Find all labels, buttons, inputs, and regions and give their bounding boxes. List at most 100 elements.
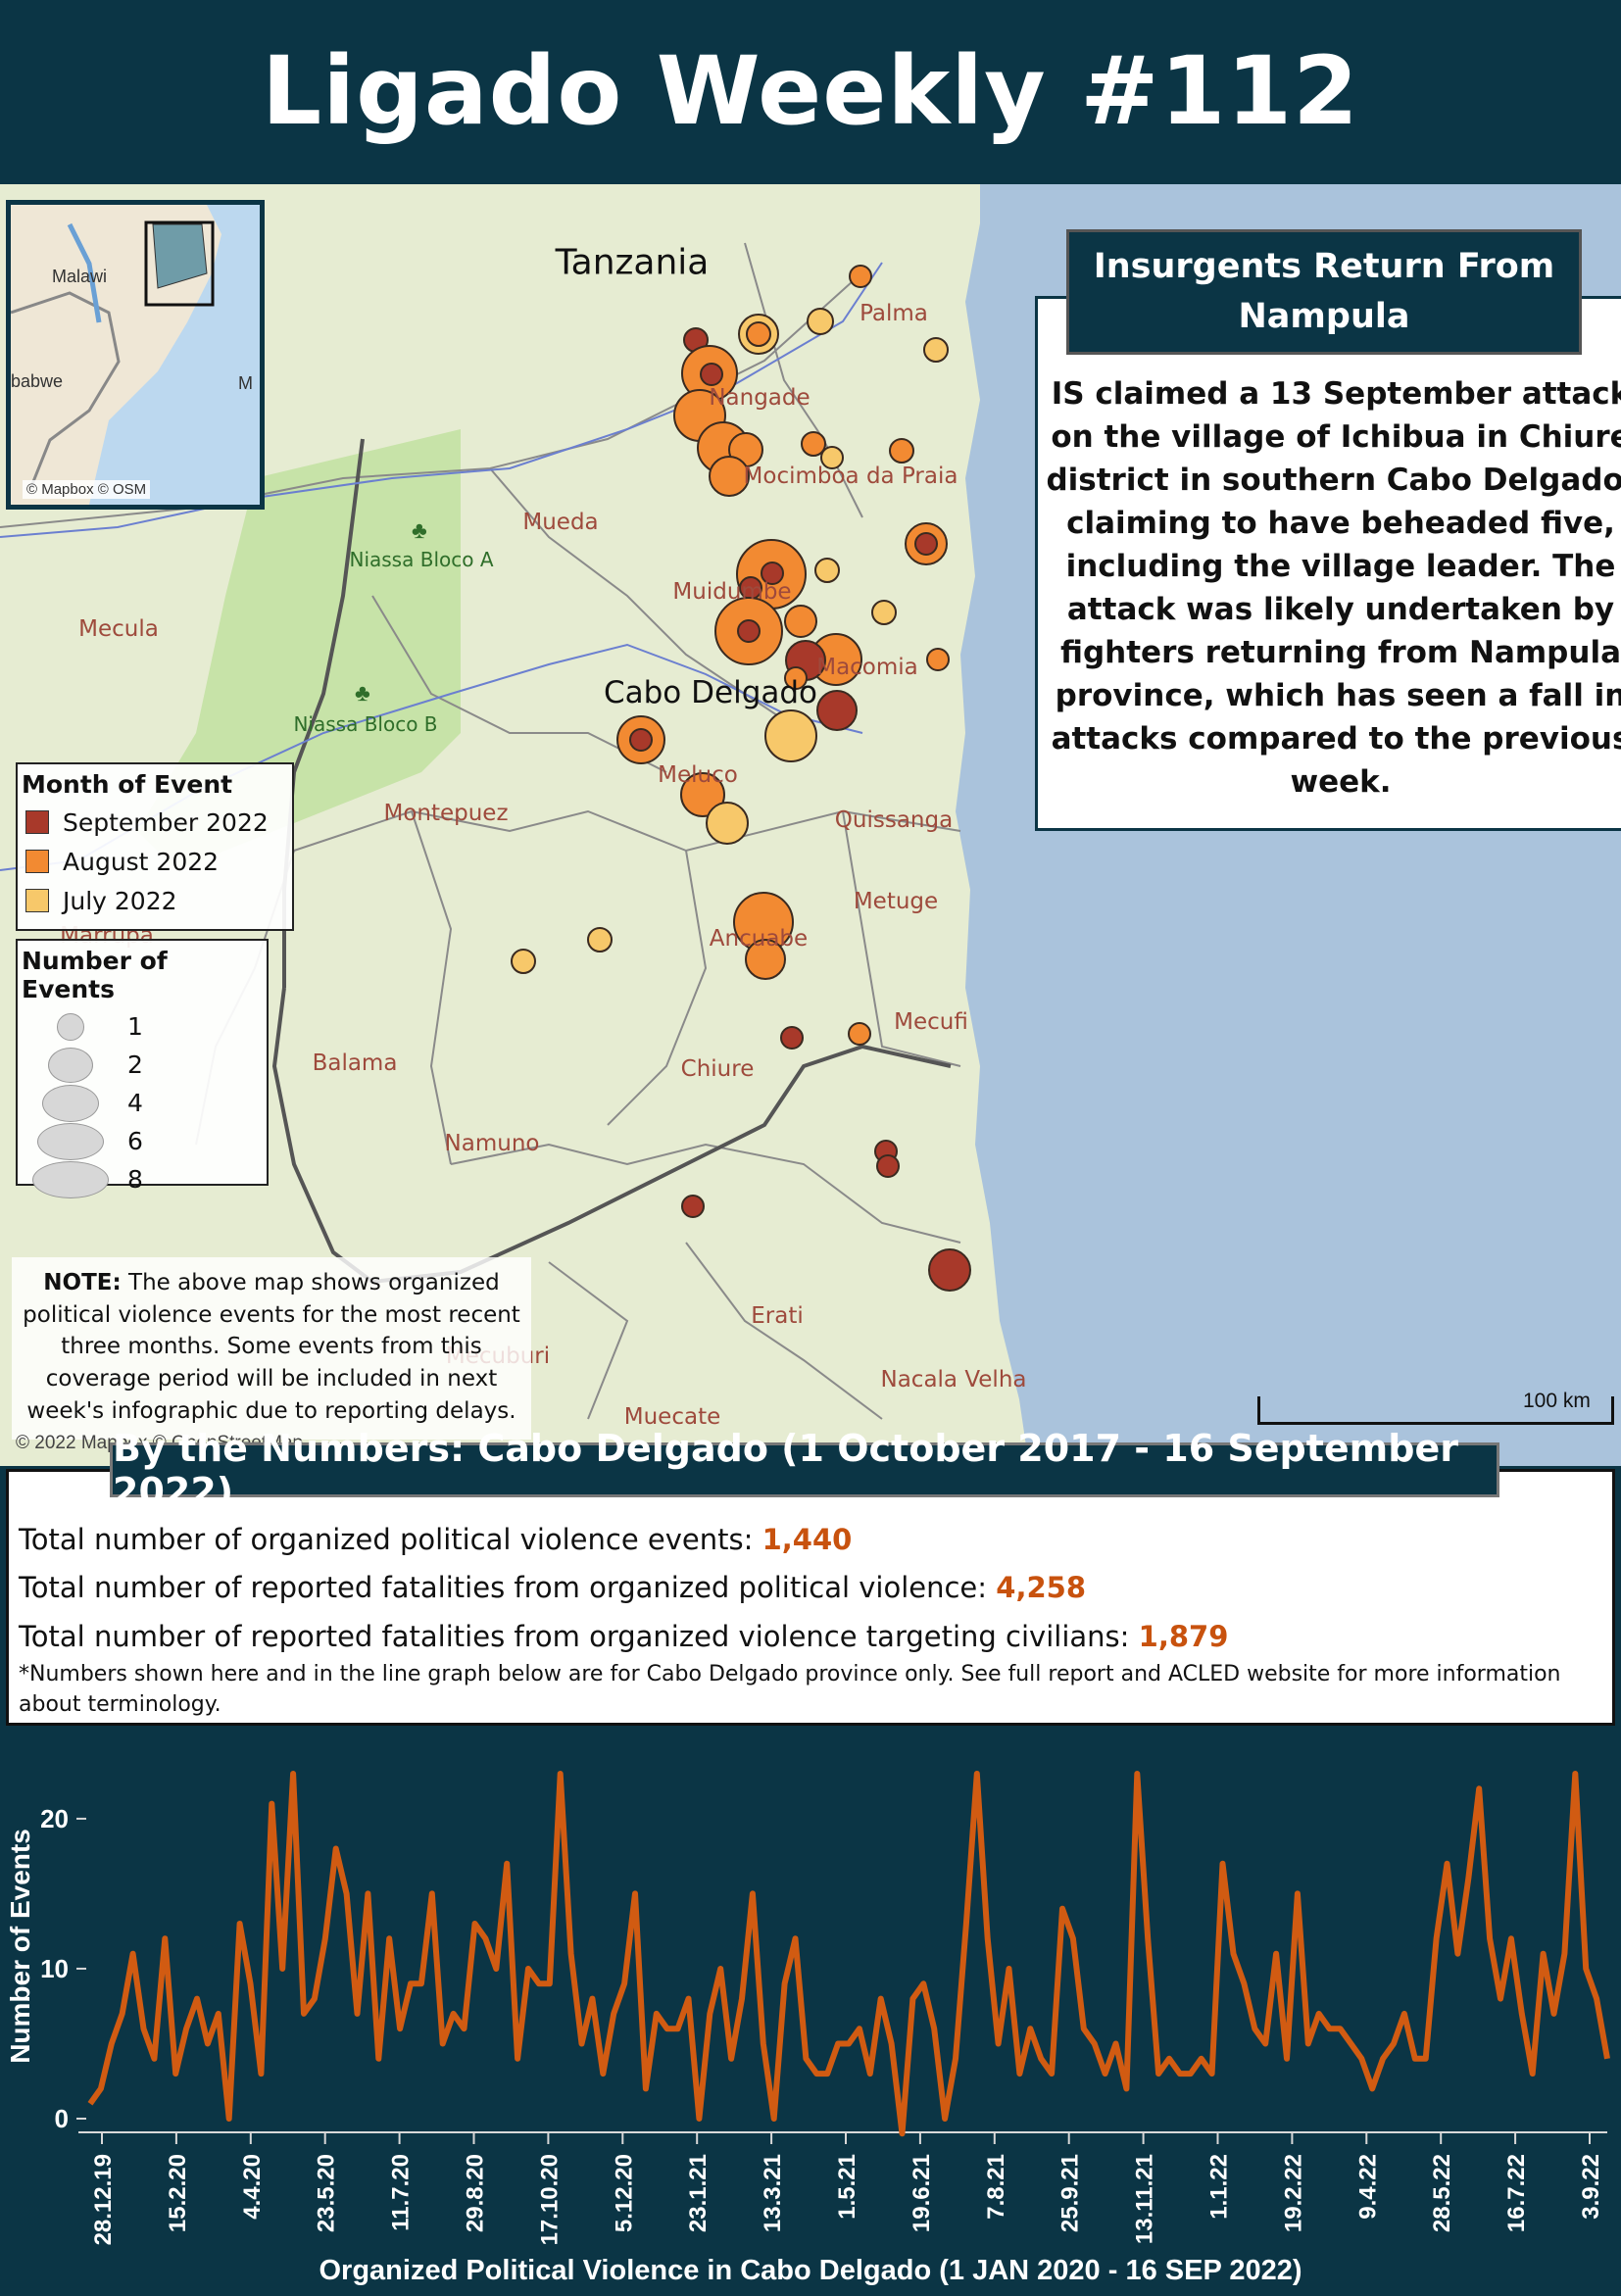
district-label: Mueda xyxy=(522,510,599,535)
district-label: Muecate xyxy=(623,1404,721,1430)
district-label: Mecula xyxy=(78,616,159,642)
x-tick-label: 28.5.22 xyxy=(1429,2154,1455,2232)
story-title: Insurgents Return From Nampula xyxy=(1066,229,1582,355)
inset-label-zimbabwe: babwe xyxy=(11,371,64,391)
district-label: Quissanga xyxy=(834,807,954,833)
x-tick-label: 5.12.20 xyxy=(611,2154,637,2232)
circle-icon xyxy=(32,1160,109,1198)
x-tick-label: 28.12.19 xyxy=(90,2154,117,2245)
stat-value: 1,879 xyxy=(1138,1620,1229,1653)
legend-label: 6 xyxy=(127,1127,143,1155)
line-chart-panel: 0 10 20 Number of Events 28.12.19 15.2.20 4.4.… xyxy=(0,1734,1621,2291)
x-tick-label: 4.4.20 xyxy=(239,2154,266,2220)
legend-item: 1 xyxy=(18,1007,267,1046)
x-tick-label: 15.2.20 xyxy=(165,2154,191,2232)
district-label: Meluco xyxy=(658,762,738,788)
district-label: Chiure xyxy=(680,1056,755,1082)
inset-map: Malawi babwe M © Mapbox © OSM xyxy=(6,200,265,510)
inset-map-graphic xyxy=(11,205,221,505)
x-tick-label: 13.11.21 xyxy=(1132,2154,1158,2244)
x-tick-label: 7.8.21 xyxy=(983,2154,1009,2220)
page-title: Ligado Weekly #112 xyxy=(262,36,1359,146)
stat-fatalities: Total number of reported fatalities from… xyxy=(19,1571,1086,1604)
x-tick-label: 17.10.20 xyxy=(536,2154,563,2245)
month-legend: Month of Event September 2022 August 202… xyxy=(16,762,294,931)
x-tick-label: 19.6.21 xyxy=(909,2154,935,2232)
x-tick-label: 16.7.22 xyxy=(1503,2154,1530,2232)
legend-item: 8 xyxy=(18,1160,267,1198)
stat-label: Total number of organized political viol… xyxy=(19,1523,762,1556)
month-legend-title: Month of Event xyxy=(22,770,233,799)
numbers-title: By the Numbers: Cabo Delgado (1 October … xyxy=(110,1427,1499,1513)
story-box xyxy=(1035,296,1621,831)
district-label: Mecufi xyxy=(894,1009,968,1035)
legend-label: 4 xyxy=(127,1089,143,1117)
note-label: NOTE: xyxy=(43,1270,122,1295)
swatch-icon xyxy=(25,850,49,873)
stat-value: 1,440 xyxy=(761,1523,853,1556)
district-label: Balama xyxy=(312,1050,398,1076)
tree-icon: ♣ xyxy=(412,517,427,544)
country-label-tanzania: Tanzania xyxy=(555,242,710,283)
district-label: Palma xyxy=(860,301,928,326)
x-tick-label: 23.1.21 xyxy=(685,2154,712,2232)
x-tick-label: 1.1.22 xyxy=(1206,2154,1233,2220)
stat-events: Total number of organized political viol… xyxy=(19,1523,852,1556)
tree-icon: ♣ xyxy=(355,680,370,707)
stat-label: Total number of reported fatalities from… xyxy=(19,1571,997,1604)
x-tick-label: 19.2.22 xyxy=(1280,2154,1306,2232)
series-line xyxy=(87,1771,1610,2137)
page-header: Ligado Weekly #112 xyxy=(0,0,1621,182)
legend-item: August 2022 xyxy=(18,842,292,881)
stat-label: Total number of reported fatalities from… xyxy=(19,1620,1139,1653)
y-tick-label: 10 xyxy=(40,1954,69,1983)
x-tick-label: 13.3.21 xyxy=(760,2154,786,2232)
x-tick-label: 23.5.20 xyxy=(314,2154,340,2232)
district-label: Namuno xyxy=(444,1131,540,1156)
park-label-b: Niassa Bloco B xyxy=(293,712,438,736)
size-legend: Number of Events 1 2 4 6 8 xyxy=(16,939,269,1198)
district-label: Erati xyxy=(751,1303,804,1329)
circle-icon xyxy=(37,1122,104,1160)
x-tick-label: 9.4.22 xyxy=(1354,2154,1381,2220)
legend-item: July 2022 xyxy=(18,881,292,920)
swatch-icon xyxy=(25,810,49,834)
legend-label: 1 xyxy=(127,1012,143,1041)
scale-bar xyxy=(1257,1396,1614,1425)
district-label: Macomia xyxy=(816,655,918,680)
legend-label: August 2022 xyxy=(63,847,220,876)
district-label: Metuge xyxy=(853,889,939,914)
district-label: Nangade xyxy=(709,385,810,411)
x-tick-label: 1.5.21 xyxy=(834,2154,860,2220)
stat-civilian: Total number of reported fatalities from… xyxy=(19,1620,1228,1653)
district-label: Montepuez xyxy=(383,801,509,826)
legend-item: 2 xyxy=(18,1046,267,1084)
district-label: Nacala Velha xyxy=(880,1367,1027,1392)
district-label: Mocimboa da Praia xyxy=(743,464,958,489)
scale-label: 100 km xyxy=(1523,1390,1591,1412)
chart-title: Organized Political Violence in Cabo Del… xyxy=(319,2255,1302,2286)
numbers-panel: Total number of organized political viol… xyxy=(6,1469,1615,1726)
legend-label: 2 xyxy=(127,1050,143,1079)
province-label: Cabo Delgado xyxy=(603,675,818,710)
legend-label: July 2022 xyxy=(63,886,177,915)
circle-icon xyxy=(42,1084,99,1122)
x-tick-label: 25.9.21 xyxy=(1057,2154,1084,2232)
inset-label-mozambique: M xyxy=(238,373,253,393)
story-body: IS claimed a 13 September attack on the … xyxy=(1046,376,1621,801)
district-label: Muidumbe xyxy=(672,579,792,605)
circle-icon xyxy=(48,1047,93,1083)
map-note: NOTE: The above map shows organized poli… xyxy=(12,1257,531,1440)
legend-item: 4 xyxy=(18,1084,267,1122)
district-label: Ancuabe xyxy=(709,926,809,952)
inset-credit: © Mapbox © OSM xyxy=(23,480,151,499)
numbers-footnote: *Numbers shown here and in the line grap… xyxy=(19,1662,1561,1717)
x-tick-label: 11.7.20 xyxy=(388,2154,415,2231)
y-axis-label: Number of Events xyxy=(5,1829,35,2064)
legend-label: September 2022 xyxy=(63,807,269,837)
inset-label-malawi: Malawi xyxy=(52,267,108,286)
y-tick-label: 0 xyxy=(55,2104,69,2133)
size-legend-title: Number of Events xyxy=(22,947,168,1003)
note-text: The above map shows organized political … xyxy=(23,1270,520,1424)
